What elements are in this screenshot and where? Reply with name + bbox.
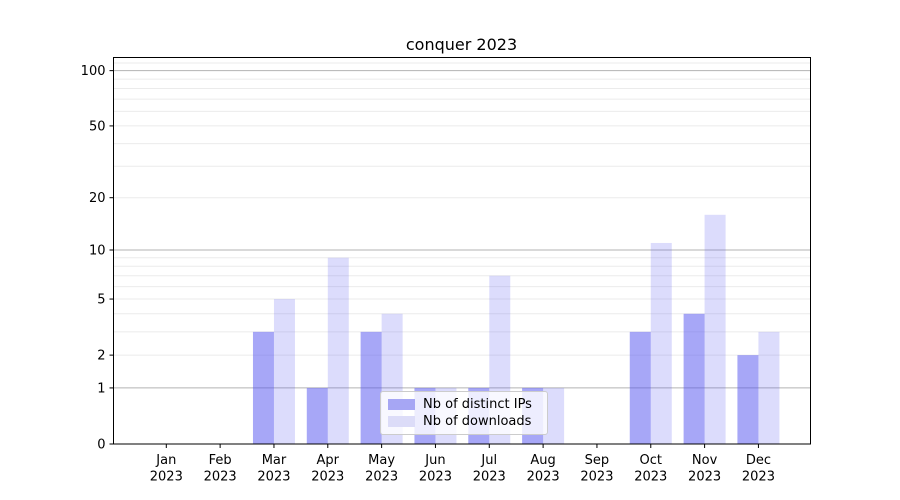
x-tick-label-year: 2023 <box>580 470 613 485</box>
x-tick-label-month: Oct <box>640 453 662 468</box>
chart-title: conquer 2023 <box>405 35 518 54</box>
x-tick-label-year: 2023 <box>257 470 290 485</box>
y-tick-label: 10 <box>89 244 106 259</box>
bar-distinct-ips-mar <box>252 331 274 444</box>
bar-distinct-ips-oct <box>629 331 651 444</box>
y-tick-label: 100 <box>81 64 106 79</box>
bar-distinct-ips-may <box>360 331 382 444</box>
bar-downloads-apr <box>327 257 349 444</box>
x-tick-label-year: 2023 <box>150 470 183 485</box>
bar-distinct-ips-dec <box>737 355 759 444</box>
bar-downloads-mar <box>273 299 295 444</box>
legend-label-downloads: Nb of downloads <box>423 414 532 429</box>
x-tick-label-year: 2023 <box>742 470 775 485</box>
x-tick-label-month: Sep <box>585 453 610 468</box>
y-tick-label: 5 <box>97 293 105 308</box>
bar-downloads-aug <box>543 387 565 444</box>
x-tick-label-month: Nov <box>692 453 718 468</box>
bar-downloads-nov <box>704 214 726 444</box>
x-tick-label-month: Jan <box>155 453 176 468</box>
x-tick-label-month: Aug <box>530 453 555 468</box>
plot-border <box>113 57 811 445</box>
x-tick-label-month: Apr <box>317 453 340 468</box>
legend-swatch-downloads <box>388 416 415 427</box>
x-tick-label-year: 2023 <box>634 470 667 485</box>
y-tick-label: 0 <box>97 438 105 453</box>
y-tick-label: 50 <box>89 119 106 134</box>
x-tick-label-year: 2023 <box>473 470 506 485</box>
x-tick-label-year: 2023 <box>688 470 721 485</box>
x-tick-label-year: 2023 <box>204 470 237 485</box>
y-tick-label: 20 <box>89 191 106 206</box>
x-tick-label-month: Jul <box>480 453 497 468</box>
legend-label-distinct-ips: Nb of distinct IPs <box>423 397 532 412</box>
x-tick-label-month: May <box>368 453 395 468</box>
bar-downloads-oct <box>650 242 672 444</box>
y-tick-label: 1 <box>97 381 105 396</box>
x-tick-label-year: 2023 <box>419 470 452 485</box>
x-tick-label-month: Dec <box>746 453 771 468</box>
x-tick-label-year: 2023 <box>365 470 398 485</box>
x-tick-label-month: Mar <box>262 453 287 468</box>
x-tick-label-month: Feb <box>209 453 232 468</box>
legend-entry-distinct-ips: Nb of distinct IPs <box>388 398 540 411</box>
bar-downloads-dec <box>758 331 780 444</box>
x-tick-label-month: Jun <box>424 453 445 468</box>
x-tick-label-year: 2023 <box>527 470 560 485</box>
bar-distinct-ips-apr <box>306 387 328 444</box>
x-tick-label-year: 2023 <box>311 470 344 485</box>
legend-swatch-distinct-ips <box>388 399 415 410</box>
legend: Nb of distinct IPs Nb of downloads <box>380 391 548 435</box>
legend-entry-downloads: Nb of downloads <box>388 415 540 428</box>
bar-distinct-ips-nov <box>683 313 705 444</box>
y-tick-label: 2 <box>97 349 105 364</box>
